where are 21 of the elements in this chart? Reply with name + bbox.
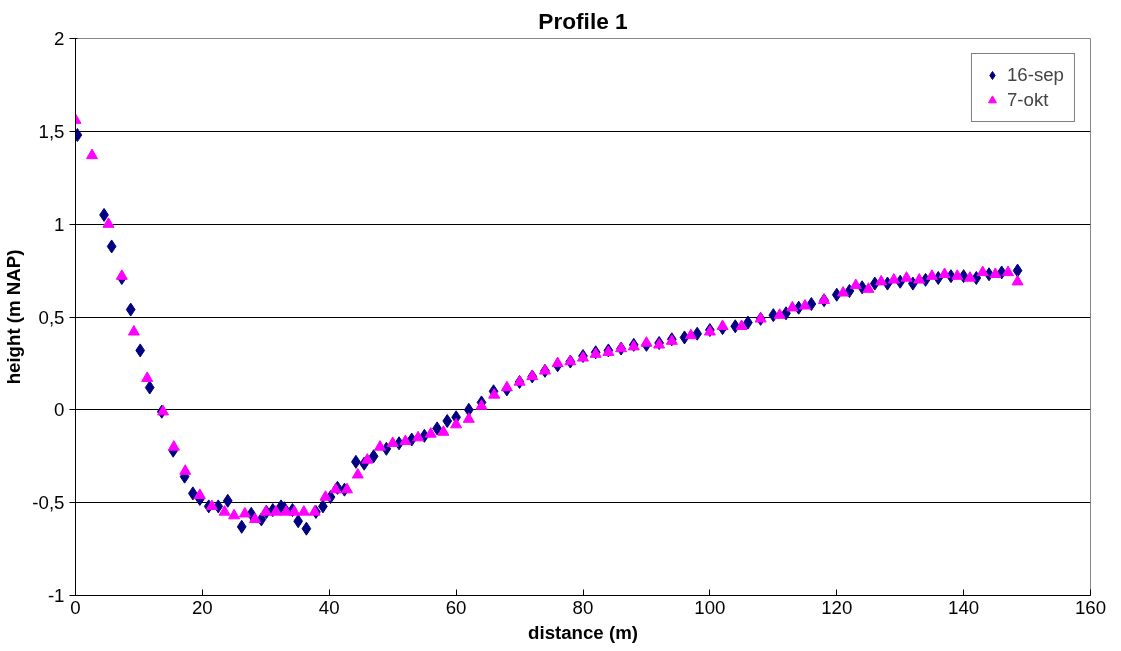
y-tick-label: 0,5 (38, 306, 65, 328)
x-tick-label: 20 (192, 596, 213, 618)
x-tick-label: 100 (694, 596, 726, 618)
y-tick-label: 1,5 (38, 120, 65, 142)
y-axis-title: height (m NAP) (3, 249, 25, 385)
x-tick-label: 40 (318, 596, 340, 618)
x-axis-title: distance (m) (528, 621, 638, 643)
y-tick-label: 0 (54, 399, 65, 421)
x-tick-label: 60 (445, 596, 467, 618)
x-tick-label: 120 (821, 596, 853, 618)
y-tick-label: 2 (54, 28, 65, 49)
y-tick-label: -0,5 (32, 492, 65, 514)
legend-label: 16-sep (1006, 64, 1064, 86)
x-tick-label: 0 (70, 596, 81, 618)
y-tick-label: -1 (47, 585, 65, 606)
x-tick-label: 140 (948, 596, 980, 618)
y-tick-label: 1 (54, 213, 65, 235)
chart-title: Profile 1 (538, 7, 628, 34)
x-tick-label: 80 (572, 596, 594, 618)
x-tick-label: 160 (1074, 596, 1107, 618)
legend-label: 7-okt (1006, 89, 1049, 111)
